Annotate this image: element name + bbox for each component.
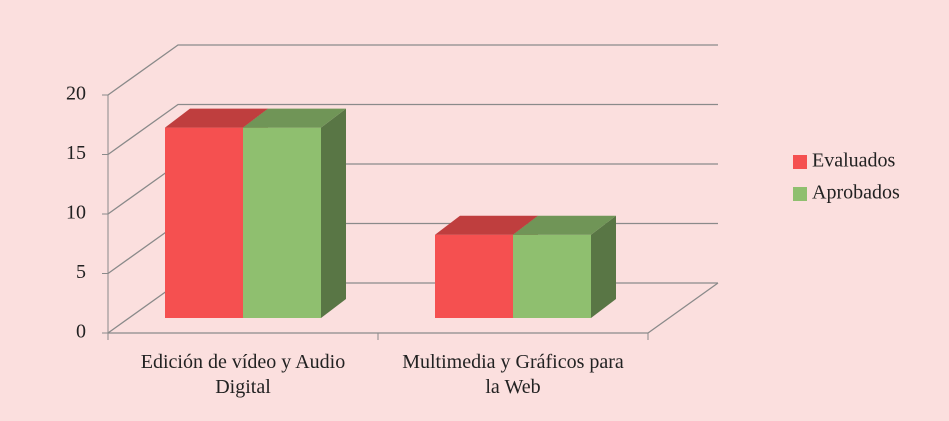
- y-tick-label: 15: [66, 142, 86, 164]
- x-tick-label: Edición de vídeo y Audio Digital: [140, 351, 346, 398]
- grid-line: [107, 44, 718, 96]
- bar-side: [591, 215, 616, 318]
- y-tick-label: 0: [76, 321, 86, 343]
- legend-label: Evaluados: [812, 150, 896, 172]
- bar-top: [513, 215, 616, 235]
- bar: [165, 127, 243, 318]
- bar-side: [321, 108, 346, 318]
- x-tick-label: Multimedia y Gráficos para la Web: [402, 351, 624, 398]
- legend-swatch: [793, 155, 807, 169]
- legend-swatch: [793, 187, 807, 201]
- bar: [513, 234, 591, 318]
- bar-top: [165, 108, 268, 128]
- y-tick-label: 10: [66, 202, 86, 224]
- grid-line: [107, 103, 718, 156]
- y-tick-label: 20: [66, 83, 86, 105]
- y-tick-label: 5: [76, 261, 86, 283]
- bar: [243, 127, 321, 318]
- legend-label: Aprobados: [812, 182, 900, 204]
- bar-top: [243, 108, 346, 128]
- bar-top: [435, 215, 538, 235]
- bar: [435, 234, 513, 318]
